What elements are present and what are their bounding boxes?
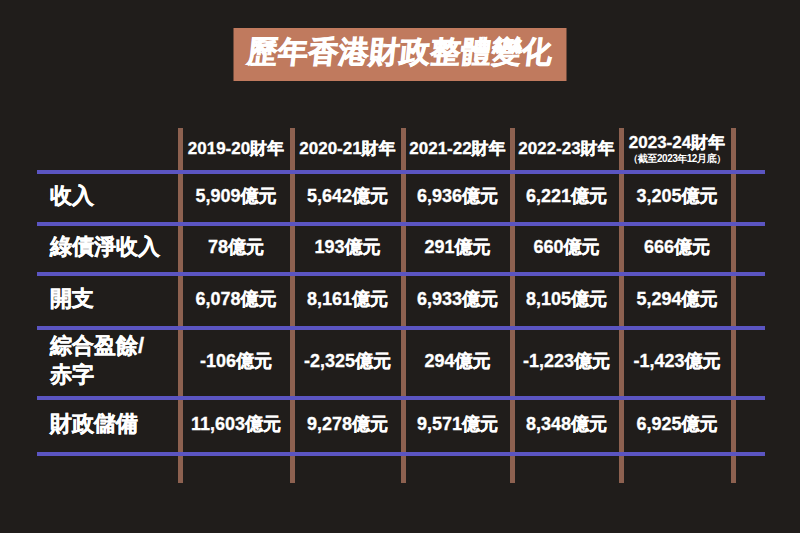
data-cell: 9,571億元 (403, 396, 512, 452)
column-header-note: （截至2023年12月底） (629, 153, 726, 165)
column-header: 2019-20財年 (180, 128, 292, 170)
data-cell: -106億元 (180, 326, 292, 396)
data-cell: 294億元 (403, 326, 512, 396)
column-header-label: 2020-21財年 (299, 139, 395, 159)
column-header: 2022-23財年 (512, 128, 621, 170)
data-cell: 666億元 (621, 222, 733, 272)
column-header-label: 2023-24財年 (629, 133, 725, 153)
grid-line-horizontal (37, 452, 765, 456)
column-header-label: 2022-23財年 (518, 139, 614, 159)
data-cell: 660億元 (512, 222, 621, 272)
data-cell: 5,294億元 (621, 272, 733, 326)
data-cell: 6,221億元 (512, 170, 621, 222)
data-cell: 8,348億元 (512, 396, 621, 452)
infographic-page: 歷年香港財政整體變化 2019-20財年2020-21財年2021-22財年20… (0, 0, 800, 533)
data-cell: 291億元 (403, 222, 512, 272)
data-cell: -1,223億元 (512, 326, 621, 396)
column-header: 2023-24財年（截至2023年12月底） (621, 128, 733, 170)
finance-table: 2019-20財年 2020-21財年 2021-22財年 2022-23財年 2023… (37, 128, 733, 452)
column-header-label: 2019-20財年 (188, 139, 284, 159)
data-cell: 5,642億元 (292, 170, 403, 222)
data-cell: -2,325億元 (292, 326, 403, 396)
data-cell: -1,423億元 (621, 326, 733, 396)
data-cell: 9,278億元 (292, 396, 403, 452)
data-cell: 3,205億元 (621, 170, 733, 222)
table-corner (37, 128, 180, 170)
data-cell: 8,105億元 (512, 272, 621, 326)
column-header: 2020-21財年 (292, 128, 403, 170)
data-cell: 78億元 (180, 222, 292, 272)
data-cell: 6,936億元 (403, 170, 512, 222)
row-label: 綠債淨收入 (37, 222, 180, 272)
data-cell: 11,603億元 (180, 396, 292, 452)
data-cell: 6,078億元 (180, 272, 292, 326)
row-label: 綜合盈餘/ 赤字 (37, 326, 180, 396)
data-cell: 6,925億元 (621, 396, 733, 452)
data-cell: 5,909億元 (180, 170, 292, 222)
page-title: 歷年香港財政整體變化 (245, 32, 554, 73)
data-cell: 193億元 (292, 222, 403, 272)
column-header-label: 2021-22財年 (409, 139, 505, 159)
data-cell: 8,161億元 (292, 272, 403, 326)
row-label: 財政儲備 (37, 396, 180, 452)
row-label: 收入 (37, 170, 180, 222)
row-label: 開支 (37, 272, 180, 326)
column-header: 2021-22財年 (403, 128, 512, 170)
data-cell: 6,933億元 (403, 272, 512, 326)
page-title-banner: 歷年香港財政整體變化 (234, 28, 567, 81)
